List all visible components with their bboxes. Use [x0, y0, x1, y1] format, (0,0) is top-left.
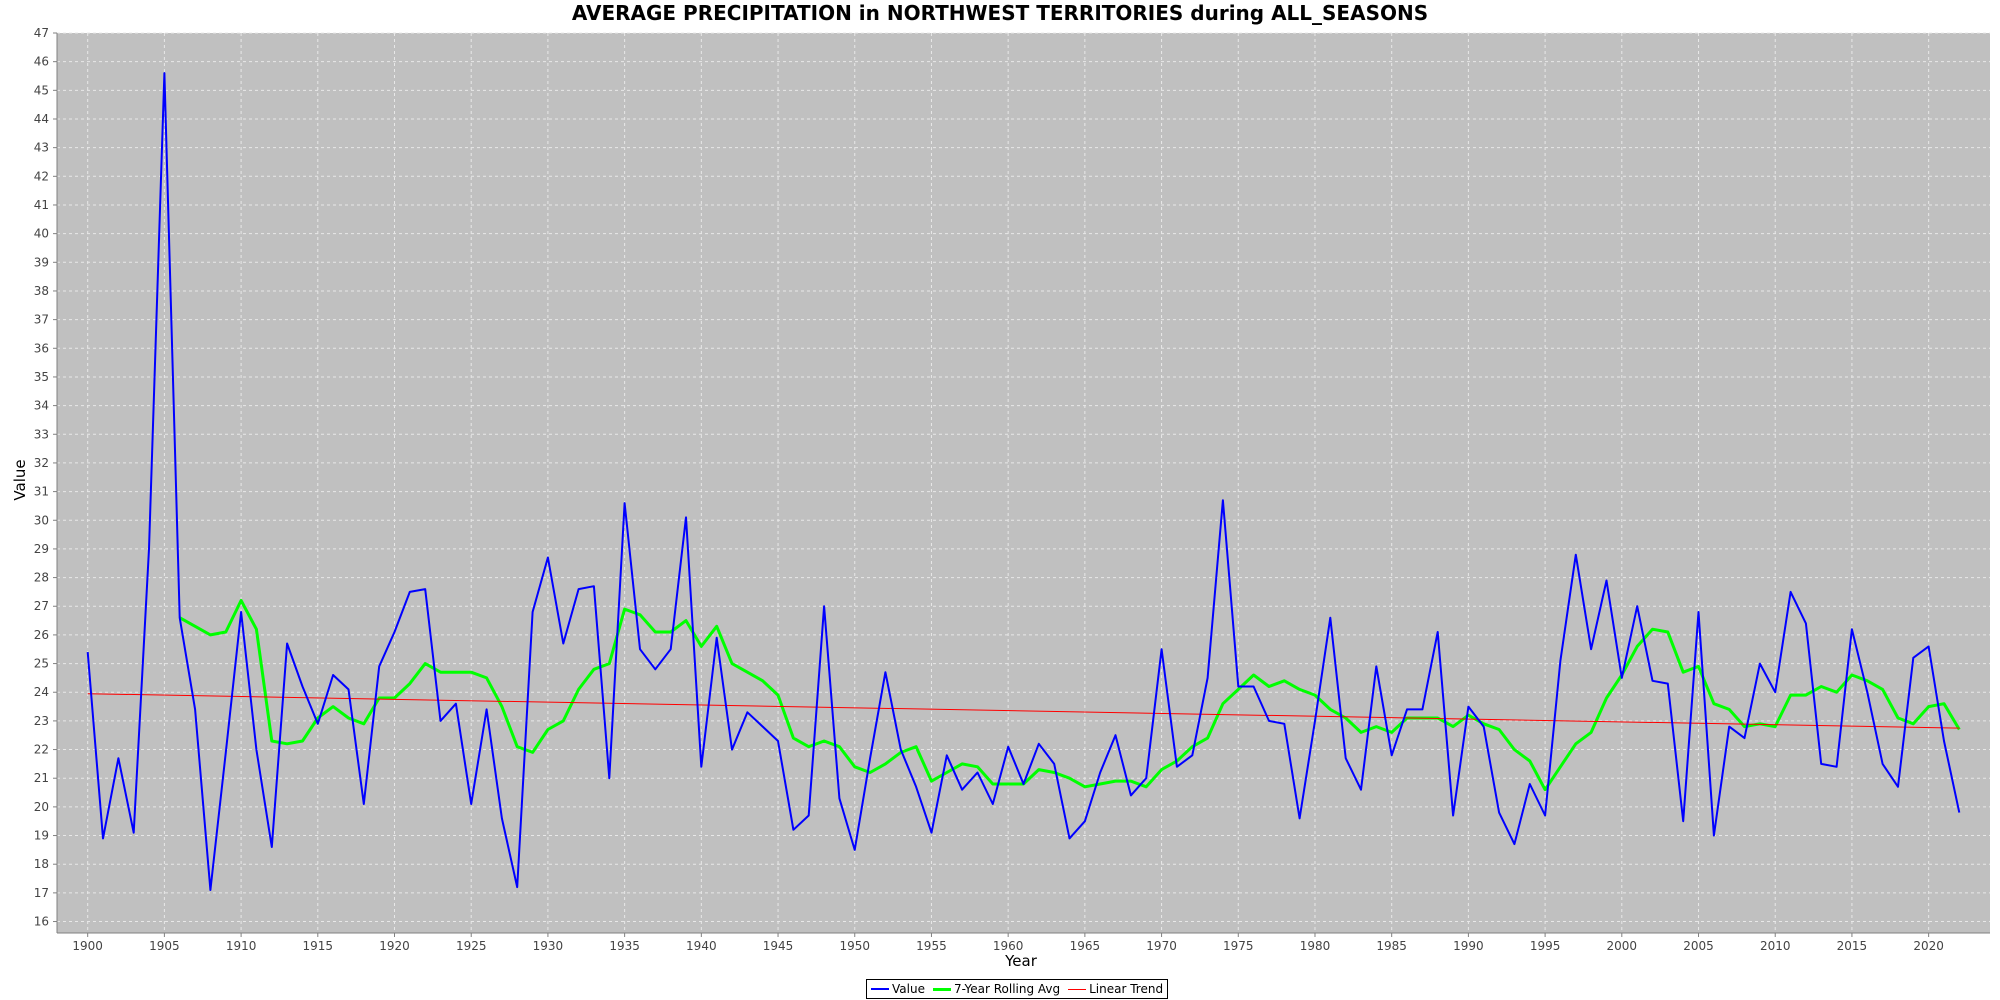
x-tick-label: 1945 [763, 939, 794, 953]
ticks-layer: 1617181920212223242526272829303132333435… [34, 26, 1944, 953]
legend-item-value: Value [871, 982, 925, 996]
x-tick-label: 1975 [1223, 939, 1254, 953]
y-axis-title: Value [11, 459, 29, 500]
series-line-rolling-avg [178, 599, 1961, 792]
y-tick-label: 18 [34, 857, 49, 871]
x-tick-label: 1935 [609, 939, 640, 953]
y-tick-label: 44 [34, 112, 49, 126]
x-tick-label: 1900 [72, 939, 103, 953]
y-tick-label: 23 [34, 714, 49, 728]
y-tick-label: 31 [34, 485, 49, 499]
y-tick-label: 46 [34, 55, 49, 69]
x-tick-label: 1930 [533, 939, 564, 953]
x-tick-label: 1925 [456, 939, 487, 953]
x-tick-label: 1970 [1146, 939, 1177, 953]
y-tick-label: 34 [34, 399, 49, 413]
y-tick-label: 21 [34, 771, 49, 785]
x-tick-label: 1985 [1376, 939, 1407, 953]
y-tick-label: 47 [34, 26, 49, 40]
y-tick-label: 32 [34, 456, 49, 470]
y-tick-label: 19 [34, 829, 49, 843]
y-tick-label: 26 [34, 628, 49, 642]
chart-title: AVERAGE PRECIPITATION in NORTHWEST TERRI… [571, 1, 1429, 25]
legend: Value 7-Year Rolling Avg Linear Trend [866, 979, 1169, 999]
x-tick-label: 1965 [1070, 939, 1101, 953]
legend-label-rolling-avg: 7-Year Rolling Avg [953, 982, 1061, 996]
x-tick-label: 1940 [686, 939, 717, 953]
y-tick-label: 25 [34, 657, 49, 671]
y-tick-label: 40 [34, 227, 49, 241]
x-tick-label: 1910 [226, 939, 257, 953]
legend-swatch-linear-trend [1068, 988, 1087, 990]
y-tick-label: 38 [34, 284, 49, 298]
x-tick-label: 2020 [1913, 939, 1944, 953]
y-tick-label: 24 [34, 685, 49, 699]
y-tick-label: 28 [34, 571, 49, 585]
x-tick-label: 2000 [1607, 939, 1638, 953]
x-tick-label: 2005 [1683, 939, 1714, 953]
y-tick-label: 43 [34, 141, 49, 155]
x-axis-title: Year [1004, 952, 1038, 970]
legend-item-linear-trend: Linear Trend [1068, 982, 1163, 996]
legend-swatch-value [871, 988, 889, 990]
y-tick-label: 22 [34, 743, 49, 757]
y-tick-label: 45 [34, 83, 49, 97]
plot-area [57, 33, 1990, 933]
y-tick-label: 37 [34, 313, 49, 327]
x-tick-label: 1905 [149, 939, 180, 953]
x-tick-label: 1955 [916, 939, 947, 953]
y-tick-label: 39 [34, 255, 49, 269]
axes-layer [56, 33, 1990, 934]
x-tick-label: 1920 [379, 939, 410, 953]
series-layer [86, 72, 1961, 891]
x-tick-label: 2015 [1837, 939, 1868, 953]
x-tick-label: 1950 [839, 939, 870, 953]
grid-layer [57, 32, 1990, 933]
x-tick-label: 1980 [1300, 939, 1331, 953]
legend-label-value: Value [892, 982, 925, 996]
legend-item-rolling-avg: 7-Year Rolling Avg [932, 982, 1061, 996]
y-tick-label: 36 [34, 341, 49, 355]
x-tick-label: 2010 [1760, 939, 1791, 953]
y-tick-label: 42 [34, 169, 49, 183]
x-tick-label: 1960 [993, 939, 1024, 953]
y-tick-label: 30 [34, 513, 49, 527]
y-tick-label: 35 [34, 370, 49, 384]
series-line-value [86, 72, 1961, 891]
x-tick-label: 1915 [303, 939, 334, 953]
series-line-linear-trend [87, 693, 1960, 729]
y-tick-label: 33 [34, 427, 49, 441]
legend-label-linear-trend: Linear Trend [1089, 982, 1164, 996]
y-tick-label: 27 [34, 599, 49, 613]
y-tick-label: 29 [34, 542, 49, 556]
x-tick-label: 1995 [1530, 939, 1561, 953]
x-tick-label: 1990 [1453, 939, 1484, 953]
y-tick-label: 17 [34, 886, 49, 900]
y-tick-label: 16 [34, 915, 49, 929]
y-tick-label: 41 [34, 198, 49, 212]
legend-swatch-rolling-avg [932, 987, 951, 991]
y-tick-label: 20 [34, 800, 49, 814]
